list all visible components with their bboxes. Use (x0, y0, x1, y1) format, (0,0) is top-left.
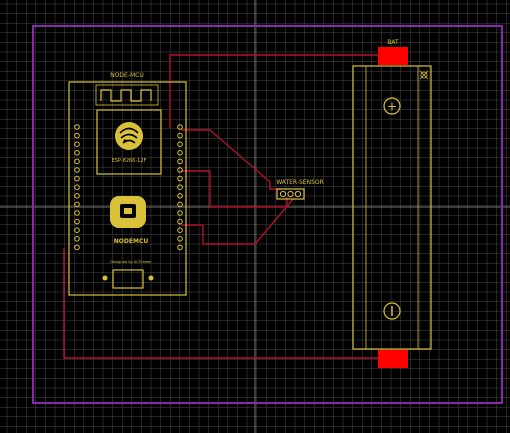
battery-plus-symbol: + (387, 100, 397, 114)
traces (63, 54, 378, 359)
battery-holder: BAT + (352, 39, 432, 368)
header-pin-right-6 (177, 167, 183, 173)
node-mcu-title: NODE-MCU (110, 72, 144, 79)
header-pin-left-11 (74, 210, 80, 216)
esp-logo-icon (115, 122, 143, 150)
antenna-icon (95, 84, 159, 106)
header-pin-left-4 (74, 150, 80, 156)
battery-plus-icon (383, 97, 401, 115)
header-pin-left-7 (74, 175, 80, 182)
board-outline (32, 25, 503, 404)
battery-minus-icon (383, 302, 401, 320)
usb-port-icon (102, 269, 154, 289)
header-pin-right-1 (177, 124, 183, 130)
header-pin-right-10 (177, 201, 183, 208)
header-pin-right-11 (177, 210, 183, 216)
trace-bat-negative (63, 248, 378, 359)
node-mcu-module: NODE-MCU ESP-8266-12F (68, 72, 187, 296)
trace-sensor-vcc (181, 170, 288, 208)
header-pin-left-1 (74, 124, 80, 130)
header-pin-right-8 (177, 184, 183, 190)
header-pin-right-7 (177, 175, 183, 182)
header-pin-right-3 (177, 141, 183, 147)
water-sensor: WATER-SENSOR (276, 179, 324, 200)
header-pin-right-15 (177, 244, 183, 251)
trace-sensor-signal (181, 129, 282, 190)
trace-bat-positive (169, 54, 378, 128)
trace-sensor-gnd (181, 197, 295, 245)
header-pin-left-10 (74, 201, 80, 208)
water-sensor-outline (276, 188, 305, 200)
water-sensor-pin-1 (279, 190, 287, 198)
header-pin-left-9 (74, 193, 80, 199)
battery-corner-mark (419, 70, 429, 80)
pin-header-right (177, 124, 183, 251)
header-pin-left-3 (74, 141, 80, 147)
chip-label: ESP-8266-12F (112, 158, 147, 164)
designer-label: Designed by Ai-Thinker (110, 260, 152, 264)
header-pin-left-8 (74, 184, 80, 190)
header-pin-right-13 (177, 227, 183, 233)
header-pin-left-14 (74, 236, 80, 242)
header-pin-right-4 (177, 150, 183, 156)
header-pin-left-15 (74, 244, 80, 251)
brand-label: NODEMCU (114, 238, 149, 245)
node-mcu-outline (68, 81, 187, 296)
header-pin-left-5 (74, 158, 80, 165)
esp-shield (96, 109, 162, 175)
header-pin-right-9 (177, 193, 183, 199)
header-pin-right-12 (177, 218, 183, 225)
header-pin-left-2 (74, 132, 80, 139)
battery-pad-negative (378, 350, 408, 368)
pin-header-left (74, 124, 80, 251)
battery-label: BAT (387, 39, 399, 46)
header-pin-left-12 (74, 218, 80, 225)
water-sensor-pin-2 (287, 190, 294, 198)
nodemcu-logo-icon (110, 196, 146, 228)
header-pin-right-2 (177, 132, 183, 139)
header-pin-left-6 (74, 167, 80, 173)
battery-outline (352, 65, 432, 350)
header-pin-left-13 (74, 227, 80, 233)
water-sensor-label: WATER-SENSOR (276, 179, 324, 186)
battery-pad-positive (378, 47, 408, 65)
header-pin-right-14 (177, 236, 183, 242)
header-pin-right-5 (177, 158, 183, 165)
water-sensor-pin-3 (294, 190, 302, 198)
